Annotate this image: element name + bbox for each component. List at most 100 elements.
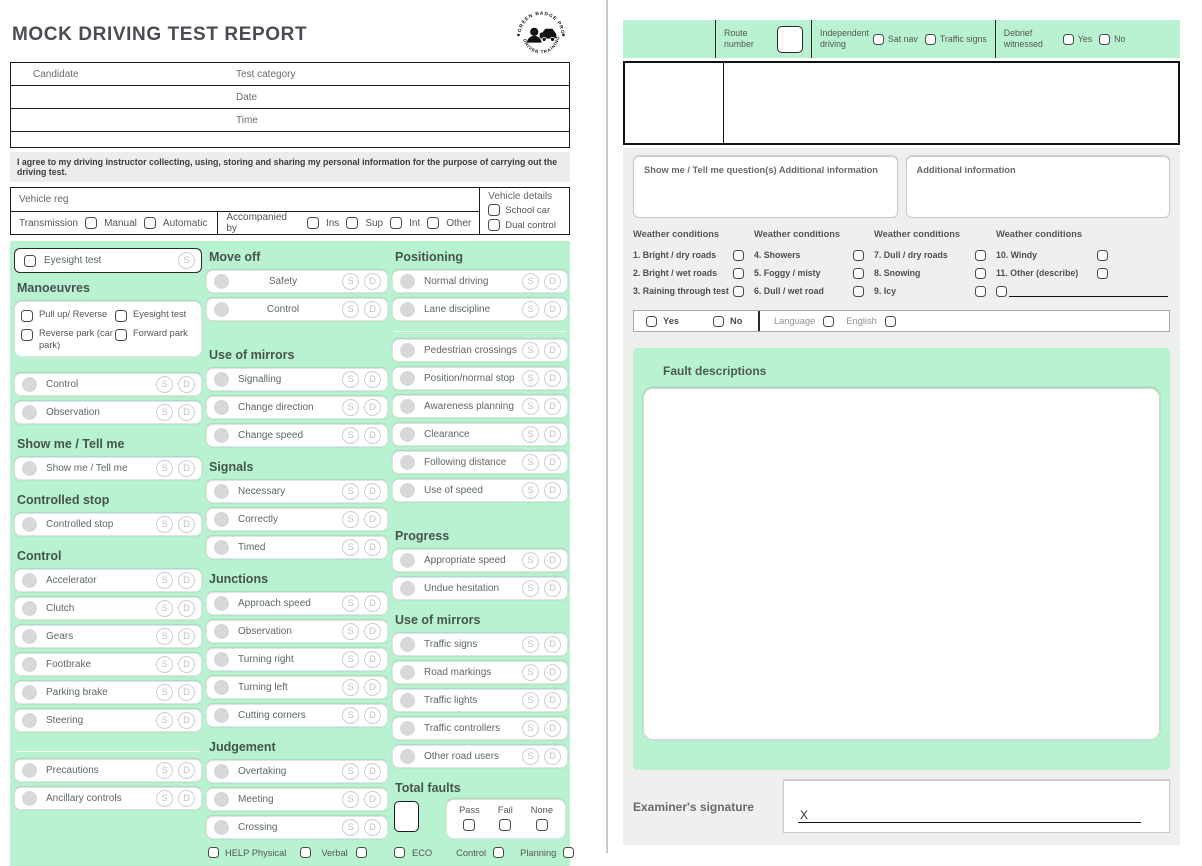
- fail-checkbox[interactable]: [499, 819, 512, 831]
- d-circle[interactable]: D: [544, 720, 561, 737]
- route-notes-right-cell[interactable]: [724, 63, 1178, 143]
- s-circle[interactable]: S: [342, 651, 359, 668]
- d-circle[interactable]: D: [364, 483, 381, 500]
- fault-dot[interactable]: [214, 764, 229, 779]
- s-circle[interactable]: S: [522, 580, 539, 597]
- s-circle[interactable]: S: [156, 684, 173, 702]
- d-circle[interactable]: D: [544, 370, 561, 387]
- dual-control-checkbox[interactable]: [488, 219, 501, 231]
- s-circle[interactable]: S: [156, 656, 173, 674]
- s-circle[interactable]: S: [342, 791, 359, 808]
- fault-dot[interactable]: [214, 680, 229, 695]
- pullup-reverse-checkbox[interactable]: [21, 310, 33, 322]
- d-circle[interactable]: D: [364, 763, 381, 780]
- fault-dot[interactable]: [400, 455, 415, 470]
- s-circle[interactable]: S: [522, 552, 539, 569]
- fault-dot[interactable]: [214, 400, 229, 415]
- none-checkbox[interactable]: [535, 819, 548, 831]
- pass-checkbox[interactable]: [463, 819, 476, 831]
- fault-dot[interactable]: [22, 791, 37, 806]
- fault-dot[interactable]: [400, 427, 415, 442]
- s-circle[interactable]: S: [156, 404, 173, 422]
- s-circle[interactable]: S: [522, 482, 539, 499]
- showme-notes-box[interactable]: Show me / Tell me question(s) Additional…: [633, 156, 898, 218]
- d-circle[interactable]: D: [544, 454, 561, 471]
- d-circle[interactable]: D: [544, 580, 561, 597]
- fault-dot[interactable]: [400, 343, 415, 358]
- s-circle[interactable]: S: [342, 427, 359, 444]
- time-row[interactable]: Time: [11, 109, 569, 132]
- fault-dot[interactable]: [400, 371, 415, 386]
- fault-dot[interactable]: [400, 721, 415, 736]
- d-circle[interactable]: D: [364, 427, 381, 444]
- manual-checkbox[interactable]: [85, 217, 98, 229]
- ins-checkbox[interactable]: [306, 217, 319, 229]
- debrief-yes-checkbox[interactable]: [1062, 33, 1074, 45]
- fault-dot[interactable]: [400, 581, 415, 596]
- eyesight-test-checkbox[interactable]: [115, 310, 127, 322]
- d-circle[interactable]: D: [544, 426, 561, 443]
- d-circle[interactable]: D: [178, 762, 195, 779]
- fault-dot[interactable]: [214, 540, 229, 555]
- d-circle[interactable]: D: [178, 656, 195, 674]
- d-circle[interactable]: D: [544, 301, 561, 318]
- fault-dot[interactable]: [214, 372, 229, 387]
- s-circle[interactable]: S: [156, 376, 173, 394]
- s-circle[interactable]: S: [156, 572, 173, 590]
- language-checkbox[interactable]: [823, 315, 835, 327]
- d-circle[interactable]: D: [364, 273, 381, 290]
- fault-dot[interactable]: [22, 517, 37, 533]
- fault-dot[interactable]: [214, 624, 229, 639]
- s-circle[interactable]: S: [522, 664, 539, 681]
- weather-checkbox[interactable]: [975, 285, 986, 297]
- fault-dot[interactable]: [400, 553, 415, 568]
- fault-dot[interactable]: [214, 792, 229, 807]
- fault-dot[interactable]: [22, 573, 37, 589]
- school-car-checkbox[interactable]: [488, 204, 501, 216]
- fault-dot[interactable]: [22, 629, 37, 645]
- d-circle[interactable]: D: [544, 342, 561, 359]
- d-circle[interactable]: D: [178, 628, 195, 646]
- examiner-signature-box[interactable]: X: [783, 780, 1170, 833]
- d-circle[interactable]: D: [364, 623, 381, 640]
- fault-dot[interactable]: [214, 484, 229, 499]
- s-circle[interactable]: S: [156, 790, 173, 807]
- d-circle[interactable]: D: [364, 791, 381, 808]
- date-row[interactable]: Date: [11, 86, 569, 109]
- automatic-checkbox[interactable]: [143, 217, 156, 229]
- fault-dot[interactable]: [22, 461, 37, 477]
- fault-dot[interactable]: [214, 302, 229, 317]
- english-checkbox[interactable]: [884, 315, 896, 327]
- s-circle[interactable]: S: [342, 623, 359, 640]
- d-circle[interactable]: D: [178, 572, 195, 590]
- weather-checkbox[interactable]: [853, 267, 864, 279]
- weather-checkbox[interactable]: [733, 249, 744, 261]
- s-circle[interactable]: S: [342, 399, 359, 416]
- d-circle[interactable]: D: [544, 636, 561, 653]
- fault-dot[interactable]: [22, 763, 37, 778]
- d-circle[interactable]: D: [364, 819, 381, 836]
- empty-row[interactable]: [11, 132, 569, 147]
- fault-dot[interactable]: [400, 302, 415, 317]
- int-checkbox[interactable]: [390, 217, 403, 229]
- s-circle[interactable]: S: [522, 720, 539, 737]
- no-checkbox[interactable]: [713, 315, 725, 327]
- fault-dot[interactable]: [22, 377, 37, 393]
- vehicle-reg-field[interactable]: Vehicle reg: [11, 188, 480, 212]
- route-number-input[interactable]: [777, 25, 803, 53]
- additional-notes-box[interactable]: Additional information: [905, 156, 1170, 218]
- d-circle[interactable]: D: [178, 790, 195, 807]
- s-circle[interactable]: S: [522, 426, 539, 443]
- d-circle[interactable]: D: [364, 651, 381, 668]
- traffic-signs-checkbox[interactable]: [924, 33, 936, 45]
- s-circle[interactable]: S: [342, 371, 359, 388]
- other-checkbox[interactable]: [427, 217, 440, 229]
- fault-dot[interactable]: [214, 652, 229, 667]
- d-circle[interactable]: D: [178, 516, 195, 534]
- s-circle[interactable]: S: [342, 679, 359, 696]
- fault-descriptions-input[interactable]: [643, 388, 1160, 740]
- fault-dot[interactable]: [400, 693, 415, 708]
- eyesight-checkbox[interactable]: [24, 254, 36, 267]
- s-circle[interactable]: S: [342, 539, 359, 556]
- s-circle[interactable]: S: [522, 454, 539, 471]
